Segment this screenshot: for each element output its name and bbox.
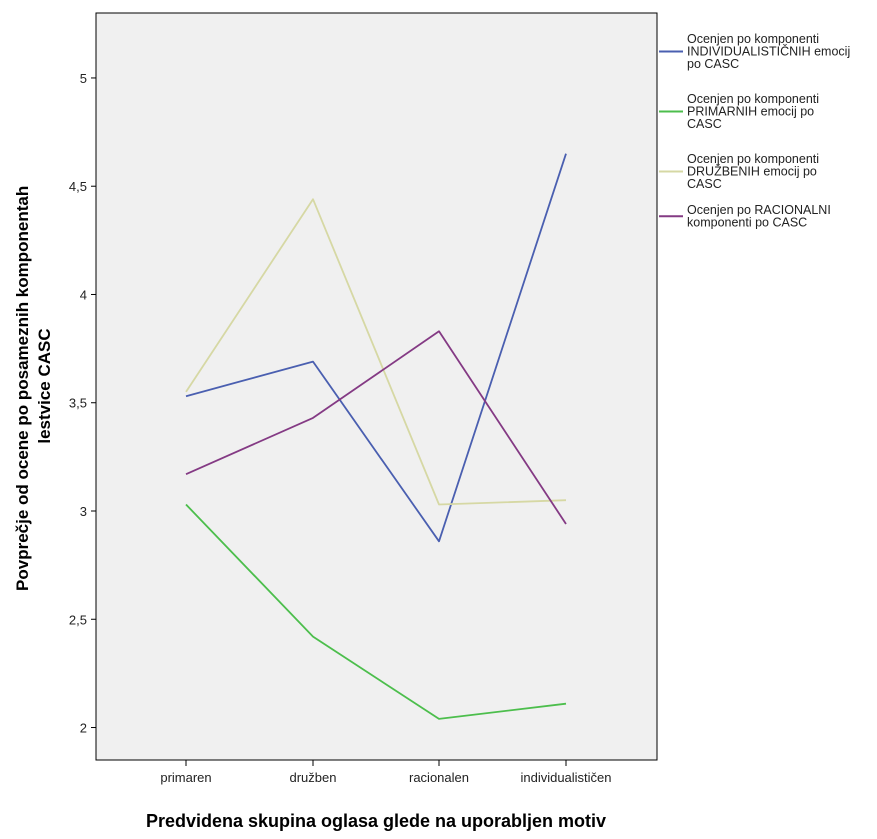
legend-label-3-line-0: Ocenjen po RACIONALNI xyxy=(687,203,831,217)
legend-label-0-line-1: INDIVIDUALISTIČNIH emocij xyxy=(687,44,850,59)
x-axis-title: Predvidena skupina oglasa glede na upora… xyxy=(146,811,606,831)
x-axis: primaren družben racionalen individualistič… xyxy=(160,760,612,785)
series-lines xyxy=(185,153,567,720)
y-axis-title: Povprečje od ocene po posameznih kompone… xyxy=(13,181,54,591)
legend-label-1: Ocenjen po komponenti PRIMARNIH emocij po… xyxy=(687,92,819,131)
series-line-1 xyxy=(185,503,567,720)
legend-label-2-line-1: DRUŽBENIH emocij po xyxy=(687,164,817,179)
y-axis-title-line-1: Povprečje od ocene po posameznih kompone… xyxy=(13,186,32,591)
legend-label-3-line-1: komponenti po CASC xyxy=(687,216,807,230)
legend-label-3: Ocenjen po RACIONALNI komponenti po CASC xyxy=(687,203,831,230)
x-tick-label-3: individualističen xyxy=(520,770,611,785)
legend-label-1-line-0: Ocenjen po komponenti xyxy=(687,92,819,106)
y-tick-label-3: 3,5 xyxy=(69,396,87,411)
legend: Ocenjen po komponenti INDIVIDUALISTIČNIH … xyxy=(659,32,850,230)
plot-area xyxy=(95,12,658,761)
legend-label-2-line-0: Ocenjen po komponenti xyxy=(687,152,819,166)
legend-label-2: Ocenjen po komponenti DRUŽBENIH emocij po… xyxy=(687,152,819,191)
y-tick-label-1: 2,5 xyxy=(69,612,87,627)
x-tick-label-2: racionalen xyxy=(409,770,469,785)
series-line-2 xyxy=(185,198,567,506)
legend-label-1-line-1: PRIMARNIH emocij po xyxy=(687,105,814,119)
legend-label-0-line-0: Ocenjen po komponenti xyxy=(687,32,819,46)
legend-label-2-line-2: CASC xyxy=(687,177,722,191)
y-tick-label-2: 3 xyxy=(80,504,87,519)
y-tick-label-0: 2 xyxy=(80,721,87,736)
legend-label-0: Ocenjen po komponenti INDIVIDUALISTIČNIH … xyxy=(687,32,850,71)
series-line-3 xyxy=(185,330,567,525)
series-line-0 xyxy=(185,153,567,543)
legend-label-1-line-2: CASC xyxy=(687,117,722,131)
y-tick-label-6: 5 xyxy=(80,71,87,86)
x-tick-label-1: družben xyxy=(290,770,337,785)
legend-label-0-line-2: po CASC xyxy=(687,57,739,71)
x-tick-label-0: primaren xyxy=(160,770,211,785)
y-axis: 2 2,5 3 3,5 4 4,5 5 xyxy=(69,71,96,736)
y-tick-label-4: 4 xyxy=(80,287,87,302)
y-axis-title-line-2: lestvice CASC xyxy=(35,328,54,443)
y-tick-label-5: 4,5 xyxy=(69,179,87,194)
